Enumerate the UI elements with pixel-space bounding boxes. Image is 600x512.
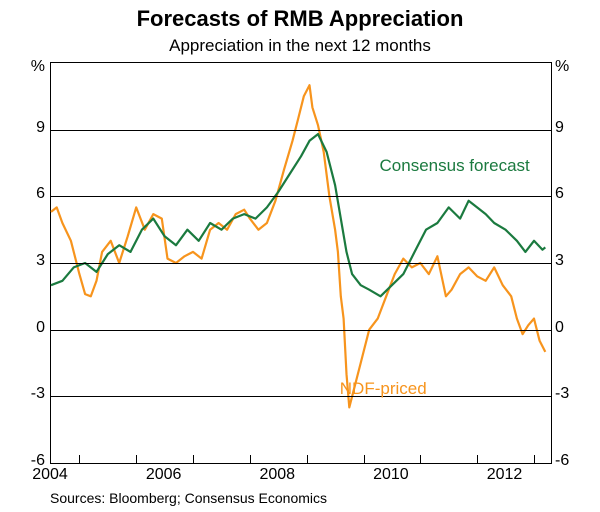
x-tick (136, 455, 137, 463)
gridline (51, 396, 551, 397)
y-tick-left: 3 (5, 252, 45, 270)
y-tick-right: 6 (555, 185, 595, 203)
x-tick-label: 2006 (146, 466, 182, 484)
x-tick-label: 2004 (32, 466, 68, 484)
chart-title: Forecasts of RMB Appreciation (0, 6, 600, 32)
gridline (51, 330, 551, 331)
y-tick-left: -3 (5, 385, 45, 403)
x-tick (250, 455, 251, 463)
series-label: Consensus forecast (380, 156, 530, 176)
source-text: Sources: Bloomberg; Consensus Economics (50, 490, 327, 506)
chart-container: Forecasts of RMB Appreciation Appreciati… (0, 0, 600, 512)
y-tick-left: 6 (5, 185, 45, 203)
y-tick-right: -3 (555, 385, 595, 403)
x-tick-label: 2008 (259, 466, 295, 484)
y-axis-unit-right: % (555, 58, 595, 76)
gridline (51, 196, 551, 197)
y-tick-right: 3 (555, 252, 595, 270)
gridline (51, 263, 551, 264)
x-tick (477, 455, 478, 463)
x-tick-label: 2010 (373, 466, 409, 484)
x-tick-label: 2012 (487, 466, 523, 484)
x-tick (307, 455, 308, 463)
y-tick-right: 0 (555, 319, 595, 337)
series-line (51, 85, 545, 407)
y-tick-left: 0 (5, 319, 45, 337)
plot-area (50, 62, 552, 464)
y-axis-unit-left: % (5, 58, 45, 76)
x-tick (364, 455, 365, 463)
x-tick (193, 455, 194, 463)
x-tick (420, 455, 421, 463)
y-tick-right: -6 (555, 452, 595, 470)
x-tick (534, 455, 535, 463)
y-tick-left: 9 (5, 119, 45, 137)
x-tick (79, 455, 80, 463)
chart-subtitle: Appreciation in the next 12 months (0, 36, 600, 56)
gridline (51, 130, 551, 131)
y-tick-right: 9 (555, 119, 595, 137)
series-label: NDF-priced (340, 379, 427, 399)
